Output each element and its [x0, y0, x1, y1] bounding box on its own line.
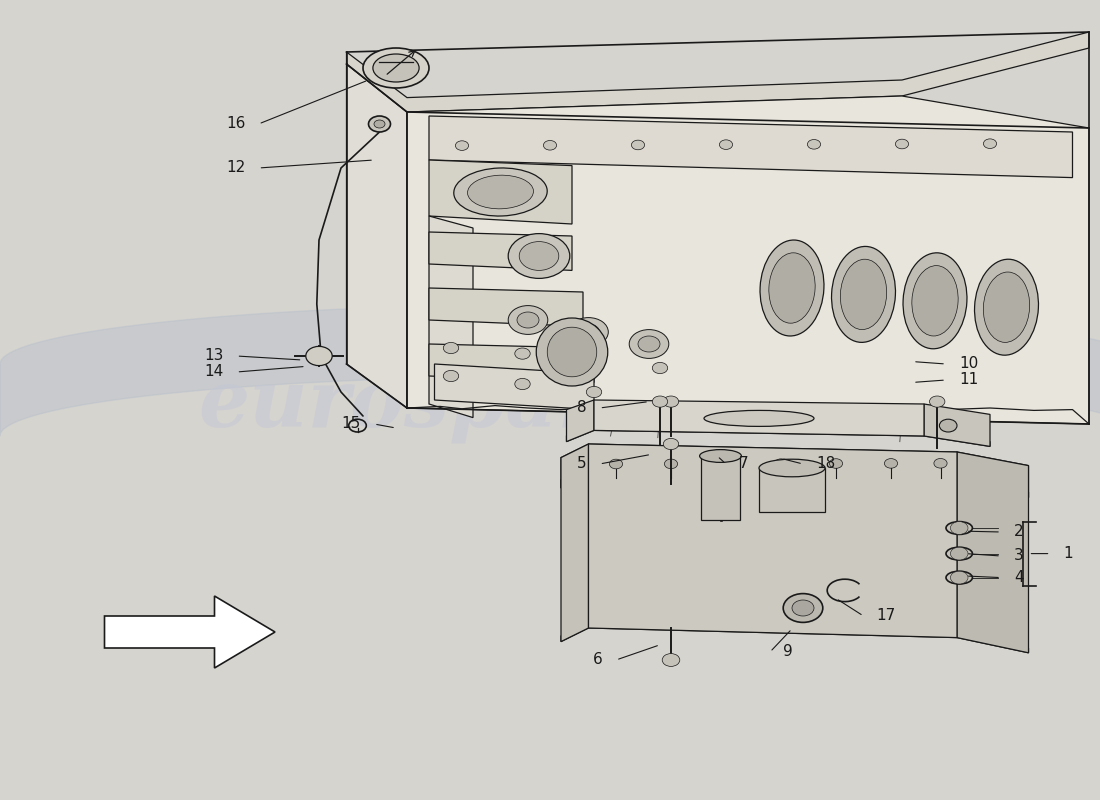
Text: 15: 15 — [341, 417, 361, 431]
Text: 6: 6 — [593, 653, 603, 667]
Ellipse shape — [548, 327, 596, 377]
Circle shape — [652, 396, 668, 407]
Polygon shape — [434, 364, 594, 410]
Text: 18: 18 — [816, 457, 836, 471]
Circle shape — [774, 459, 788, 469]
Ellipse shape — [946, 547, 972, 560]
Text: 3: 3 — [1014, 549, 1024, 563]
Circle shape — [719, 459, 733, 469]
Ellipse shape — [912, 266, 958, 336]
Text: 17: 17 — [877, 609, 895, 623]
Circle shape — [934, 458, 947, 468]
Circle shape — [543, 141, 557, 150]
Polygon shape — [594, 400, 924, 436]
Text: 2: 2 — [1014, 525, 1024, 539]
Polygon shape — [429, 160, 572, 224]
Circle shape — [374, 120, 385, 128]
Polygon shape — [561, 444, 588, 488]
Text: 12: 12 — [227, 161, 245, 175]
Circle shape — [950, 547, 968, 560]
Circle shape — [515, 348, 530, 359]
Circle shape — [783, 594, 823, 622]
Circle shape — [930, 396, 945, 407]
Circle shape — [578, 324, 600, 340]
Circle shape — [569, 318, 608, 346]
Circle shape — [652, 362, 668, 374]
Polygon shape — [429, 344, 594, 382]
Circle shape — [638, 336, 660, 352]
Circle shape — [950, 522, 968, 534]
Polygon shape — [429, 116, 1072, 178]
Circle shape — [515, 378, 530, 390]
Ellipse shape — [363, 48, 429, 88]
Polygon shape — [429, 216, 473, 418]
Polygon shape — [588, 444, 957, 638]
Ellipse shape — [700, 450, 741, 462]
Ellipse shape — [903, 253, 967, 349]
Circle shape — [631, 140, 645, 150]
Polygon shape — [561, 622, 1028, 653]
Ellipse shape — [832, 246, 895, 342]
Circle shape — [719, 140, 733, 150]
Polygon shape — [924, 404, 990, 446]
Circle shape — [629, 330, 669, 358]
Ellipse shape — [537, 318, 607, 386]
Circle shape — [807, 139, 821, 149]
Ellipse shape — [373, 54, 419, 82]
Text: 5: 5 — [576, 457, 586, 471]
Text: 9: 9 — [783, 645, 793, 659]
Circle shape — [663, 396, 679, 407]
Ellipse shape — [840, 259, 887, 330]
Polygon shape — [407, 96, 1089, 424]
Ellipse shape — [760, 240, 824, 336]
Polygon shape — [346, 64, 407, 408]
Ellipse shape — [983, 272, 1030, 342]
Ellipse shape — [946, 522, 972, 534]
Ellipse shape — [454, 168, 547, 216]
Circle shape — [829, 458, 843, 468]
Circle shape — [443, 370, 459, 382]
Ellipse shape — [704, 410, 814, 426]
Circle shape — [609, 459, 623, 469]
Circle shape — [664, 459, 678, 469]
Polygon shape — [588, 444, 957, 484]
Polygon shape — [957, 452, 1028, 498]
Text: 16: 16 — [226, 117, 245, 131]
Text: 13: 13 — [204, 349, 223, 363]
Ellipse shape — [468, 175, 534, 209]
Ellipse shape — [759, 459, 825, 477]
Polygon shape — [104, 596, 275, 668]
Polygon shape — [561, 468, 1028, 498]
Text: 11: 11 — [959, 373, 979, 387]
Text: 1: 1 — [1064, 546, 1074, 561]
Ellipse shape — [946, 571, 972, 584]
Polygon shape — [957, 452, 1028, 653]
Polygon shape — [566, 400, 594, 442]
Circle shape — [368, 116, 390, 132]
Text: 8: 8 — [576, 401, 586, 415]
Circle shape — [519, 242, 559, 270]
Text: 10: 10 — [959, 357, 979, 371]
Polygon shape — [429, 232, 572, 270]
Circle shape — [895, 139, 909, 149]
Circle shape — [792, 600, 814, 616]
Circle shape — [443, 342, 459, 354]
Circle shape — [586, 386, 602, 398]
Circle shape — [983, 139, 997, 149]
Circle shape — [508, 234, 570, 278]
Text: eurospares: eurospares — [198, 366, 696, 442]
Text: 14: 14 — [204, 365, 223, 379]
Circle shape — [508, 306, 548, 334]
Text: 4: 4 — [1014, 570, 1024, 585]
Circle shape — [939, 419, 957, 432]
Polygon shape — [759, 468, 825, 512]
Polygon shape — [701, 456, 740, 520]
Polygon shape — [561, 444, 588, 642]
Circle shape — [517, 312, 539, 328]
Ellipse shape — [975, 259, 1038, 355]
Circle shape — [662, 654, 680, 666]
Ellipse shape — [769, 253, 815, 323]
Polygon shape — [346, 32, 1089, 112]
Circle shape — [455, 141, 469, 150]
